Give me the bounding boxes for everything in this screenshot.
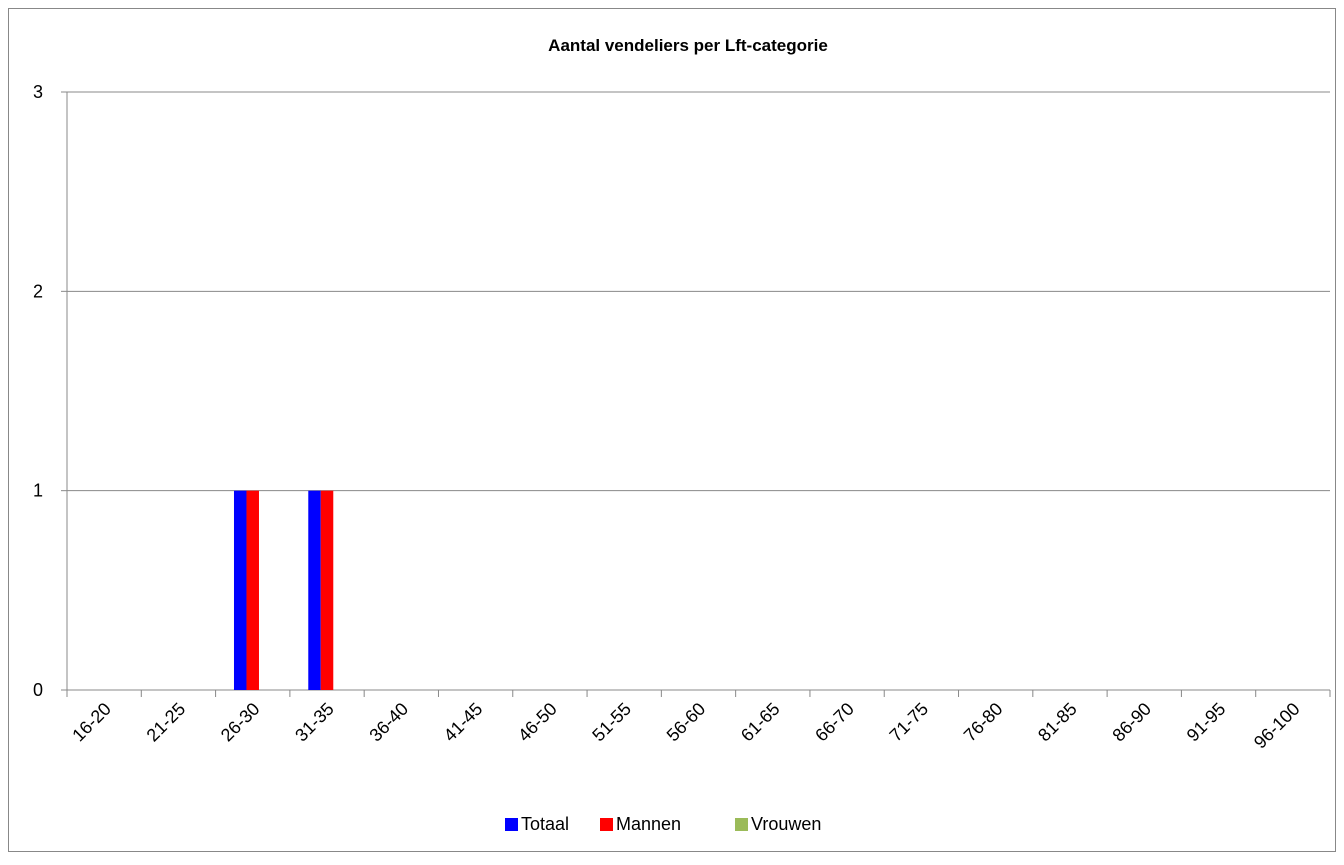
legend-swatch — [735, 818, 748, 831]
bar — [320, 490, 334, 690]
y-tick-label: 3 — [33, 82, 43, 102]
legend-label: Mannen — [616, 814, 681, 834]
chart-border — [8, 8, 1336, 852]
bar — [308, 490, 321, 690]
legend-swatch — [600, 818, 613, 831]
legend-swatch — [505, 818, 518, 831]
y-tick-label: 0 — [33, 680, 43, 700]
y-tick-label: 2 — [33, 281, 43, 301]
y-tick-label: 1 — [33, 481, 43, 501]
chart-title: Aantal vendeliers per Lft-categorie — [548, 36, 828, 55]
legend-label: Vrouwen — [751, 814, 821, 834]
bar — [246, 490, 259, 690]
legend-label: Totaal — [521, 814, 569, 834]
bar — [233, 490, 247, 690]
